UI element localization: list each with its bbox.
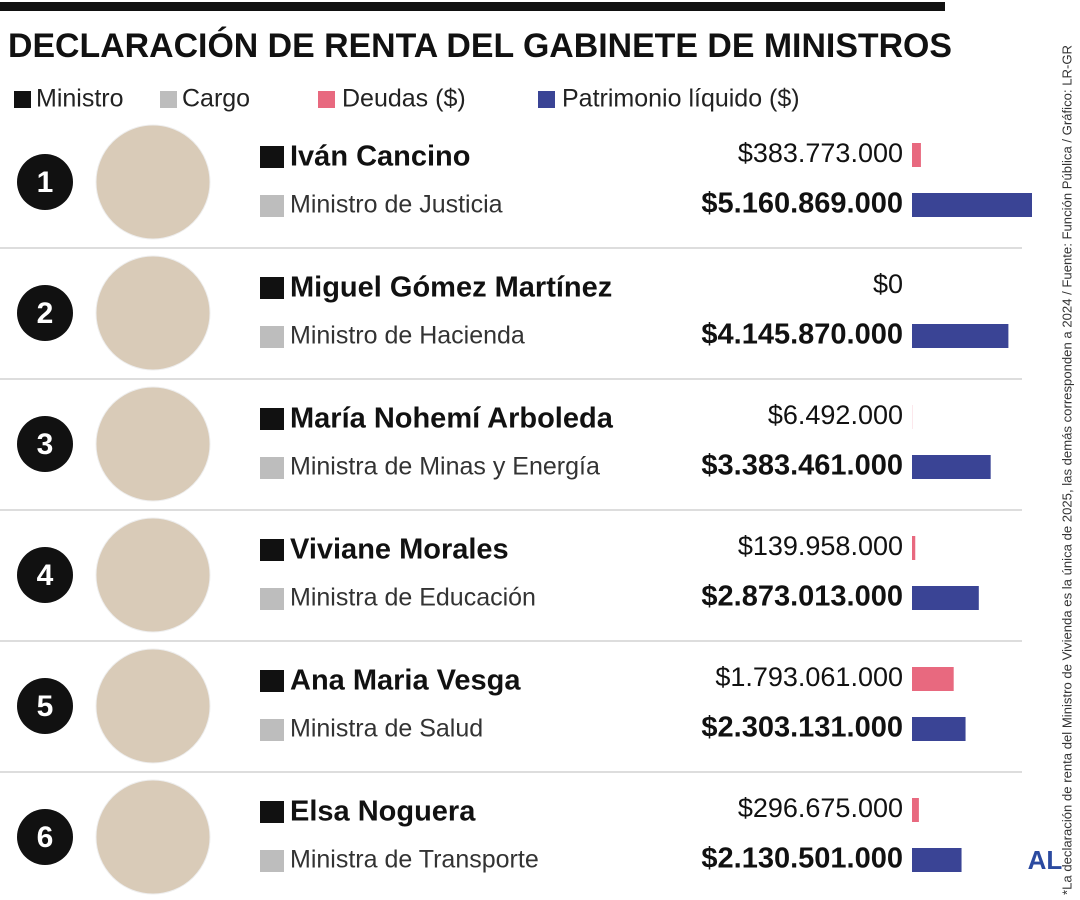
- role-swatch: [260, 326, 284, 348]
- legend-label: Patrimonio líquido ($): [562, 85, 800, 113]
- legend-label: Deudas ($): [342, 85, 466, 113]
- portrait: [95, 517, 211, 633]
- debt-label: $0: [873, 269, 903, 299]
- name-swatch: [260, 539, 284, 561]
- rank-badge: [17, 154, 73, 210]
- debt-label: $6.492.000: [768, 400, 903, 430]
- minister-name: Iván Cancino: [290, 141, 471, 173]
- minister-name: Ana Maria Vesga: [290, 665, 521, 697]
- debt-bar: [912, 667, 954, 691]
- role-swatch: [260, 588, 284, 610]
- patrimonio-label: $5.160.869.000: [701, 188, 903, 220]
- patrimonio-bar: [912, 455, 991, 479]
- patrimonio-label: $2.303.131.000: [701, 712, 903, 744]
- role-swatch: [260, 457, 284, 479]
- debt-bar: [912, 798, 919, 822]
- name-swatch: [260, 670, 284, 692]
- minister-role: Ministra de Educación: [290, 584, 536, 612]
- rank-number: 3: [37, 428, 54, 461]
- legend-label: Ministro: [36, 85, 124, 113]
- portrait: [95, 648, 211, 764]
- patrimonio-bar: [912, 717, 966, 741]
- patrimonio-bar: [912, 586, 979, 610]
- legend-swatch: [538, 91, 555, 108]
- rank-number: 4: [37, 559, 54, 592]
- minister-name: Viviane Morales: [290, 534, 509, 566]
- patrimonio-label: $2.873.013.000: [701, 581, 903, 613]
- portrait: [95, 255, 211, 371]
- legend-swatch: [318, 91, 335, 108]
- legend-swatch: [160, 91, 177, 108]
- chart-title: DECLARACIÓN DE RENTA DEL GABINETE DE MIN…: [8, 27, 952, 65]
- minister-role: Ministro de Justicia: [290, 191, 503, 219]
- minister-name: Elsa Noguera: [290, 796, 476, 828]
- rank-badge: [17, 678, 73, 734]
- top-rule: [0, 2, 945, 11]
- patrimonio-label: $2.130.501.000: [701, 843, 903, 875]
- logo: AL: [1028, 845, 1063, 875]
- portrait: [95, 124, 211, 240]
- rank-number: 6: [37, 821, 54, 854]
- patrimonio-bar: [912, 193, 1032, 217]
- minister-role: Ministro de Hacienda: [290, 322, 525, 350]
- patrimonio-label: $4.145.870.000: [701, 319, 903, 351]
- legend-swatch: [14, 91, 31, 108]
- name-swatch: [260, 146, 284, 168]
- role-swatch: [260, 195, 284, 217]
- name-swatch: [260, 801, 284, 823]
- rank-number: 2: [37, 297, 54, 330]
- role-swatch: [260, 719, 284, 741]
- debt-bar: [912, 536, 916, 560]
- minister-name: Miguel Gómez Martínez: [290, 272, 612, 304]
- legend-label: Cargo: [182, 85, 250, 113]
- minister-role: Ministra de Transporte: [290, 846, 539, 874]
- minister-name: María Nohemí Arboleda: [290, 403, 614, 435]
- minister-role: Ministra de Salud: [290, 715, 483, 743]
- debt-label: $383.773.000: [738, 138, 903, 168]
- rank-badge: [17, 547, 73, 603]
- debt-bar: [912, 143, 921, 167]
- rank-badge: [17, 285, 73, 341]
- portrait: [95, 779, 211, 895]
- source-note: *La declaración de renta del Ministro de…: [1059, 45, 1074, 895]
- rank-badge: [17, 809, 73, 865]
- patrimonio-bar: [912, 324, 1009, 348]
- name-swatch: [260, 277, 284, 299]
- patrimonio-bar: [912, 848, 962, 872]
- name-swatch: [260, 408, 284, 430]
- role-swatch: [260, 850, 284, 872]
- rank-number: 1: [37, 166, 54, 199]
- rank-number: 5: [37, 690, 54, 723]
- portrait: [95, 386, 211, 502]
- patrimonio-label: $3.383.461.000: [701, 450, 903, 482]
- debt-label: $1.793.061.000: [715, 662, 903, 692]
- minister-role: Ministra de Minas y Energía: [290, 453, 600, 481]
- debt-label: $296.675.000: [738, 793, 903, 823]
- debt-label: $139.958.000: [738, 531, 903, 561]
- rank-badge: [17, 416, 73, 472]
